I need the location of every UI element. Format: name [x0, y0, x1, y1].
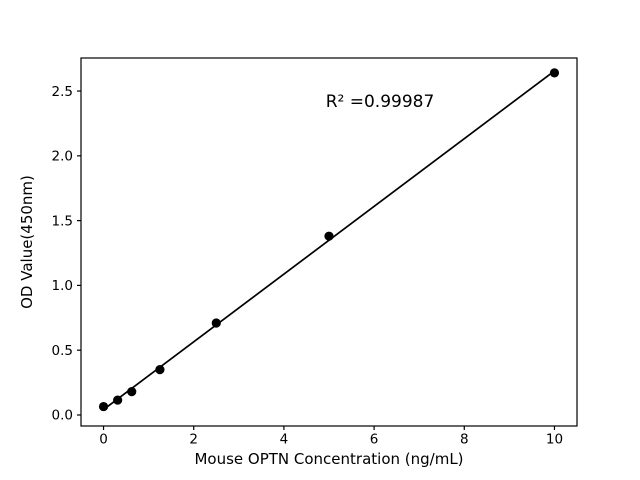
data-point: [549, 68, 560, 78]
y-tick-label: 1.5: [52, 213, 73, 229]
r-squared-annotation: R² =0.99987: [326, 92, 435, 112]
y-tick-label: 1.0: [52, 278, 73, 294]
data-point: [324, 231, 334, 241]
data-point: [98, 401, 109, 412]
data-point: [127, 387, 137, 397]
y-axis-label: OD Value(450nm): [18, 175, 36, 309]
x-tick-label: 2: [189, 432, 198, 448]
x-tick-label: 8: [460, 432, 469, 448]
data-points-group: [98, 68, 560, 412]
data-point: [155, 365, 165, 375]
y-tick-label: 0.5: [52, 343, 73, 359]
data-point: [211, 318, 221, 328]
x-axis-label: Mouse OPTN Concentration (ng/mL): [194, 450, 463, 468]
y-tick-label: 2.0: [52, 149, 73, 165]
x-tick-label: 6: [370, 432, 379, 448]
x-tick-label: 0: [99, 432, 108, 448]
x-tick-label: 4: [280, 432, 289, 448]
y-tick-label: 2.5: [52, 84, 73, 100]
y-tick-label: 0.0: [52, 408, 73, 424]
axes-frame: [80, 57, 578, 427]
data-point: [113, 395, 123, 405]
ticks-group: 0 2 4 6 8 10 0.0 0.5 1.0 1.5 2.0 2.5: [52, 84, 564, 448]
x-tick-label: 10: [546, 432, 563, 448]
